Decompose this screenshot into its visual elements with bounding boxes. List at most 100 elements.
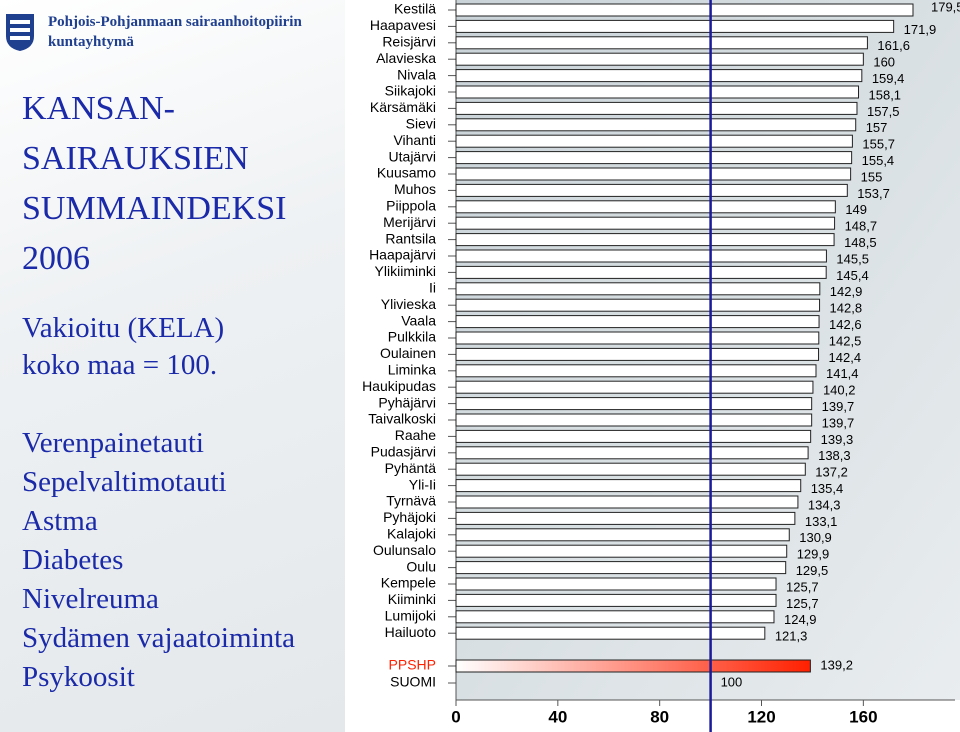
bar xyxy=(455,265,827,279)
category-label: Nivala xyxy=(397,66,436,82)
header-line: kuntayhtymä xyxy=(48,34,134,50)
x-tick-label: 160 xyxy=(849,707,877,726)
category-label: Lumijoki xyxy=(385,608,436,624)
category-label: Ii xyxy=(429,280,436,296)
category-label: Haapavesi xyxy=(370,17,436,33)
category-label: Oulunsalo xyxy=(373,542,436,558)
value-label: 145,5 xyxy=(836,251,869,266)
category-label: Yli-Ii xyxy=(409,476,436,492)
category-label: Muhos xyxy=(394,181,436,197)
category-label: Rantsila xyxy=(385,230,436,246)
category-label: Ylikiiminki xyxy=(375,263,436,279)
category-label: Pyhäntä xyxy=(385,460,437,476)
disease: Nivelreuma xyxy=(22,583,159,615)
category-label: Reisjärvi xyxy=(382,34,436,50)
value-label: 153,7 xyxy=(857,186,890,201)
bar xyxy=(455,331,820,345)
category-label: Taivalkoski xyxy=(368,411,436,427)
value-label: 159,4 xyxy=(872,71,905,86)
bar xyxy=(455,118,857,132)
value-label: 145,4 xyxy=(836,268,869,283)
disease: Verenpainetauti xyxy=(22,427,204,459)
bar xyxy=(455,511,796,525)
value-label: 142,8 xyxy=(830,301,863,316)
bar xyxy=(455,561,787,575)
bar xyxy=(455,429,812,443)
disease: Psykoosit xyxy=(22,661,135,693)
category-label: Kiiminki xyxy=(388,591,436,607)
bar xyxy=(455,544,788,558)
value-label: 160 xyxy=(873,55,895,70)
value-label: 157,5 xyxy=(867,104,900,119)
category-label: Ylivieska xyxy=(381,296,436,312)
bar xyxy=(455,85,860,99)
value-label: 155,4 xyxy=(862,153,895,168)
bar xyxy=(455,183,848,197)
bar xyxy=(455,216,836,230)
bar xyxy=(455,134,853,148)
bar xyxy=(455,626,766,640)
bar xyxy=(455,610,775,624)
highlight-value-label: 139,2 xyxy=(820,657,853,672)
disease: Sepelvaltimotauti xyxy=(22,466,227,498)
value-label: 124,9 xyxy=(784,612,817,627)
value-label: 142,6 xyxy=(829,317,862,332)
value-label: 133,1 xyxy=(805,514,838,529)
value-label: 121,3 xyxy=(775,629,808,644)
value-label: 142,4 xyxy=(829,350,862,365)
value-label: 138,3 xyxy=(818,448,851,463)
category-label: Pyhäjoki xyxy=(383,509,436,525)
disease: Diabetes xyxy=(22,544,124,576)
value-label: 142,5 xyxy=(829,333,862,348)
category-label: Kärsämäki xyxy=(370,99,436,115)
title: KANSAN- SAIRAUKSIEN SUMMAINDEKSI 2006 xyxy=(22,84,286,284)
value-label: 171,9 xyxy=(904,22,937,37)
category-label: Kestilä xyxy=(394,1,436,17)
category-label: Liminka xyxy=(388,362,436,378)
value-label: 139,7 xyxy=(822,415,855,430)
bar xyxy=(455,233,835,247)
value-label: 158,1 xyxy=(869,87,902,102)
title-line: SUMMAINDEKSI xyxy=(22,190,287,227)
value-label: 134,3 xyxy=(808,497,841,512)
x-tick-label: 120 xyxy=(747,707,775,726)
category-label: Vihanti xyxy=(393,132,436,148)
logo xyxy=(6,14,34,51)
side-panel: Pohjois-Pohjanmaan sairaanhoitopiirin ku… xyxy=(0,0,345,732)
value-label: 130,9 xyxy=(799,530,832,545)
category-label: Raahe xyxy=(395,427,436,443)
category-label: Oulainen xyxy=(380,345,436,361)
category-label: Sievi xyxy=(406,116,436,132)
category-label: Siikajoki xyxy=(385,83,436,99)
value-label: 139,3 xyxy=(821,432,854,447)
value-label: 125,7 xyxy=(786,579,819,594)
value-label: 148,7 xyxy=(845,219,878,234)
category-label: Merijärvi xyxy=(383,214,436,230)
subtitle-line: Vakioitu (KELA) xyxy=(22,312,225,344)
category-label: Oulu xyxy=(406,558,436,574)
value-label: 142,9 xyxy=(830,284,863,299)
bar xyxy=(455,413,813,427)
value-label: 129,5 xyxy=(796,563,829,578)
title-line: KANSAN- xyxy=(22,90,175,127)
bar xyxy=(455,593,777,607)
value-label: 137,2 xyxy=(815,465,848,480)
bar xyxy=(455,528,790,542)
reference-label: SUOMI xyxy=(390,674,436,690)
header: Pohjois-Pohjanmaan sairaanhoitopiirin ku… xyxy=(48,12,302,52)
title-line: 2006 xyxy=(22,240,90,277)
bar xyxy=(455,52,864,66)
bar xyxy=(455,36,868,50)
category-label: Vaala xyxy=(401,312,436,328)
category-label: Pyhäjärvi xyxy=(378,394,436,410)
bar xyxy=(455,19,895,33)
bar xyxy=(455,200,836,214)
highlight-label: PPSHP xyxy=(389,657,436,673)
bar xyxy=(455,101,858,115)
subtitle-line: koko maa = 100. xyxy=(22,349,218,381)
x-tick-label: 0 xyxy=(451,707,460,726)
subtitle: Vakioitu (KELA) koko maa = 100. xyxy=(22,310,224,384)
bar xyxy=(455,577,777,591)
